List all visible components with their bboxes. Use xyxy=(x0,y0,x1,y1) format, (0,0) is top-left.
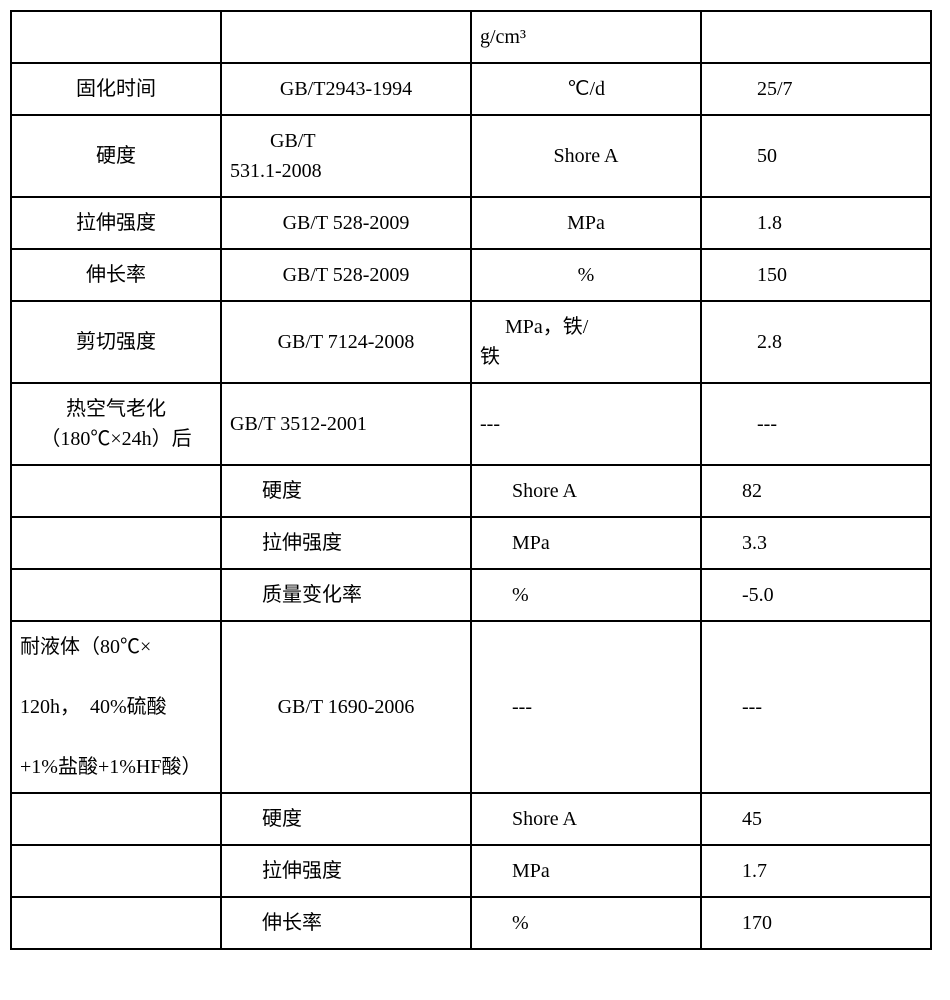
cell-value: --- xyxy=(701,621,931,793)
cell-unit: MPa xyxy=(471,197,701,249)
cell-unit: % xyxy=(471,569,701,621)
cell-property xyxy=(11,569,221,621)
cell-value: 1.7 xyxy=(701,845,931,897)
cell-value xyxy=(701,11,931,63)
cell-property xyxy=(11,793,221,845)
cell-value: 25/7 xyxy=(701,63,931,115)
cell-value: 170 xyxy=(701,897,931,949)
table-row: 硬度 Shore A 82 xyxy=(11,465,931,517)
cell-value: 2.8 xyxy=(701,301,931,383)
cell-standard xyxy=(221,11,471,63)
cell-standard: 拉伸强度 xyxy=(221,517,471,569)
cell-standard: GB/T 528-2009 xyxy=(221,249,471,301)
table-row: 热空气老化（180℃×24h）后 GB/T 3512-2001 --- --- xyxy=(11,383,931,465)
cell-property xyxy=(11,517,221,569)
cell-value: 50 xyxy=(701,115,931,197)
cell-unit: --- xyxy=(471,621,701,793)
cell-value: 45 xyxy=(701,793,931,845)
table-row: 硬度 Shore A 45 xyxy=(11,793,931,845)
cell-unit: Shore A xyxy=(471,115,701,197)
cell-value: --- xyxy=(701,383,931,465)
cell-standard: GB/T531.1-2008 xyxy=(221,115,471,197)
cell-standard: 伸长率 xyxy=(221,897,471,949)
cell-property xyxy=(11,897,221,949)
table-row: 硬度 GB/T531.1-2008 Shore A 50 xyxy=(11,115,931,197)
cell-standard: 硬度 xyxy=(221,465,471,517)
cell-value: 3.3 xyxy=(701,517,931,569)
cell-property xyxy=(11,465,221,517)
table-row: 质量变化率 % -5.0 xyxy=(11,569,931,621)
cell-standard: 质量变化率 xyxy=(221,569,471,621)
cell-property xyxy=(11,845,221,897)
table-row: 固化时间 GB/T2943-1994 ℃/d 25/7 xyxy=(11,63,931,115)
cell-unit: MPa xyxy=(471,517,701,569)
table-row: 拉伸强度 MPa 3.3 xyxy=(11,517,931,569)
table-row: 耐液体（80℃×120h， 40%硫酸+1%盐酸+1%HF酸） GB/T 169… xyxy=(11,621,931,793)
cell-unit: MPa，铁/铁 xyxy=(471,301,701,383)
cell-standard: GB/T2943-1994 xyxy=(221,63,471,115)
cell-property: 固化时间 xyxy=(11,63,221,115)
cell-standard: 硬度 xyxy=(221,793,471,845)
cell-unit: % xyxy=(471,249,701,301)
properties-table: g/cm³ 固化时间 GB/T2943-1994 ℃/d 25/7 硬度 GB/… xyxy=(10,10,932,950)
cell-property xyxy=(11,11,221,63)
cell-value: 1.8 xyxy=(701,197,931,249)
table-row: 拉伸强度 GB/T 528-2009 MPa 1.8 xyxy=(11,197,931,249)
cell-property: 硬度 xyxy=(11,115,221,197)
cell-standard: GB/T 528-2009 xyxy=(221,197,471,249)
cell-unit: Shore A xyxy=(471,793,701,845)
cell-standard: GB/T 1690-2006 xyxy=(221,621,471,793)
cell-standard: GB/T 3512-2001 xyxy=(221,383,471,465)
cell-unit: MPa xyxy=(471,845,701,897)
cell-unit: % xyxy=(471,897,701,949)
cell-standard: 拉伸强度 xyxy=(221,845,471,897)
cell-value: 150 xyxy=(701,249,931,301)
cell-property: 剪切强度 xyxy=(11,301,221,383)
cell-value: -5.0 xyxy=(701,569,931,621)
cell-unit: g/cm³ xyxy=(471,11,701,63)
table-row: g/cm³ xyxy=(11,11,931,63)
cell-unit: ℃/d xyxy=(471,63,701,115)
cell-property: 拉伸强度 xyxy=(11,197,221,249)
table-row: 剪切强度 GB/T 7124-2008 MPa，铁/铁 2.8 xyxy=(11,301,931,383)
cell-property: 热空气老化（180℃×24h）后 xyxy=(11,383,221,465)
cell-unit: Shore A xyxy=(471,465,701,517)
table-row: 伸长率 % 170 xyxy=(11,897,931,949)
table-row: 拉伸强度 MPa 1.7 xyxy=(11,845,931,897)
cell-value: 82 xyxy=(701,465,931,517)
table-row: 伸长率 GB/T 528-2009 % 150 xyxy=(11,249,931,301)
cell-unit: --- xyxy=(471,383,701,465)
cell-property: 耐液体（80℃×120h， 40%硫酸+1%盐酸+1%HF酸） xyxy=(11,621,221,793)
cell-property: 伸长率 xyxy=(11,249,221,301)
cell-standard: GB/T 7124-2008 xyxy=(221,301,471,383)
